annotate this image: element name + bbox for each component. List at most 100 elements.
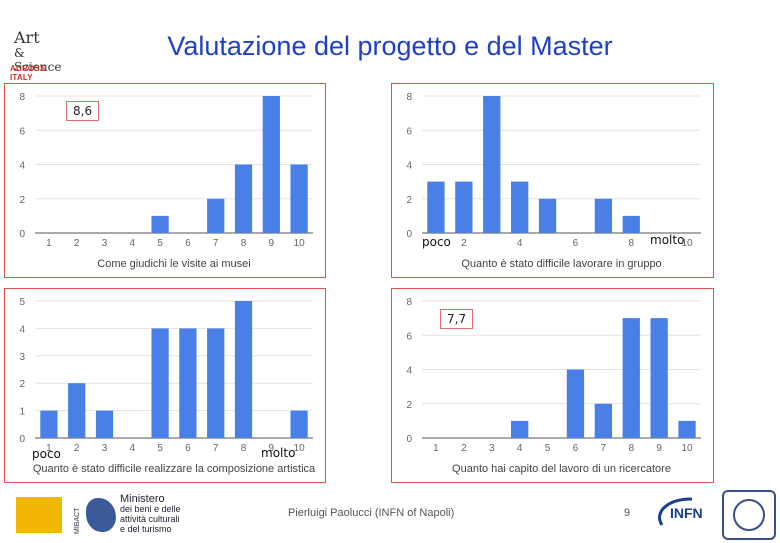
x-tick-label: 5 bbox=[157, 238, 163, 249]
x-tick-label: 10 bbox=[294, 238, 306, 249]
x-tick-label: 2 bbox=[461, 443, 467, 454]
x-tick-label: 4 bbox=[517, 238, 523, 249]
bar-8 bbox=[234, 164, 253, 233]
x-tick-label: 10 bbox=[294, 443, 306, 454]
x-tick-label: 7 bbox=[213, 443, 219, 454]
x-tick-label: 1 bbox=[433, 443, 439, 454]
bar-6 bbox=[566, 369, 585, 438]
y-tick-label: 0 bbox=[19, 229, 25, 240]
ministry-line3: attività culturali bbox=[120, 514, 180, 524]
x-tick-label: 5 bbox=[545, 443, 551, 454]
x-tick-label: 4 bbox=[517, 443, 523, 454]
scale-low-note-3: poco bbox=[32, 447, 61, 461]
bar-7 bbox=[594, 403, 612, 438]
chart-panel-museum-visits: 0 2 4 6 8 1 2 3 4 5 6 7 8 9 10 Come giudichi le visite … bbox=[4, 83, 326, 278]
average-badge-4: 7,7 bbox=[440, 309, 474, 329]
y-tick-label: 2 bbox=[19, 379, 25, 390]
x-tick-label: 1 bbox=[46, 238, 52, 249]
x-tick-label: 1 bbox=[46, 443, 52, 454]
x-axis-label: Come giudichi le visite ai musei bbox=[97, 258, 250, 270]
bar-2 bbox=[455, 181, 473, 233]
bar-chart-1: 0 2 4 6 8 1 2 3 4 5 6 7 8 9 10 Come giudichi le visite … bbox=[19, 92, 313, 270]
x-tick-label: 3 bbox=[489, 443, 495, 454]
x-tick-label: 2 bbox=[461, 238, 467, 249]
chart-panel-artistic-composition: 0 1 2 3 4 5 1 2 3 4 5 6 7 8 9 10 Quanto è stato difficil… bbox=[4, 288, 326, 483]
bar-10 bbox=[290, 410, 308, 438]
bar-7 bbox=[207, 328, 225, 438]
bar-4 bbox=[511, 181, 529, 233]
bar-2 bbox=[68, 383, 86, 438]
x-axis-label: Quanto è stato difficile lavorare in gru… bbox=[461, 258, 661, 270]
y-tick-label: 2 bbox=[406, 400, 412, 411]
x-tick-label: 9 bbox=[269, 238, 275, 249]
x-tick-label: 6 bbox=[573, 443, 579, 454]
x-tick-label: 10 bbox=[681, 238, 693, 249]
x-tick-label: 6 bbox=[185, 238, 191, 249]
scale-high-note-2: molto bbox=[650, 233, 685, 247]
x-tick-label: 5 bbox=[157, 443, 163, 454]
y-tick-label: 8 bbox=[406, 92, 412, 103]
bar-chart-4: 0 2 4 6 8 1 2 3 4 5 6 7 8 9 10 Quanto hai capito del la… bbox=[406, 297, 701, 475]
x-tick-label: 9 bbox=[269, 443, 275, 454]
y-tick-label: 0 bbox=[406, 434, 412, 445]
x-tick-label: 9 bbox=[656, 443, 662, 454]
y-tick-label: 6 bbox=[406, 331, 412, 342]
x-tick-label: 3 bbox=[102, 443, 108, 454]
x-tick-label: 7 bbox=[213, 238, 219, 249]
y-tick-label: 6 bbox=[19, 126, 25, 137]
bar-6 bbox=[179, 328, 197, 438]
cern-ring-icon bbox=[733, 499, 765, 531]
x-tick-label: 8 bbox=[628, 443, 634, 454]
bar-7 bbox=[594, 198, 612, 233]
x-axis-label: Quanto hai capito del lavoro di un ricer… bbox=[452, 463, 671, 475]
bar-8 bbox=[234, 301, 253, 438]
bar-1 bbox=[40, 410, 58, 438]
x-tick-label: 6 bbox=[185, 443, 191, 454]
bar-8 bbox=[622, 318, 640, 438]
x-tick-label: 2 bbox=[74, 238, 80, 249]
y-tick-label: 0 bbox=[406, 229, 412, 240]
average-badge-1: 8,6 bbox=[66, 101, 100, 121]
y-tick-label: 8 bbox=[19, 92, 25, 103]
page-number: 9 bbox=[624, 507, 631, 519]
logo-line3: ACROSS ITALY bbox=[10, 64, 46, 82]
italy-map-icon bbox=[86, 498, 116, 532]
bar-4 bbox=[511, 420, 529, 438]
bar-9 bbox=[650, 318, 668, 438]
x-tick-label: 8 bbox=[241, 443, 247, 454]
scale-high-note-3: molto bbox=[261, 446, 296, 460]
y-tick-label: 0 bbox=[19, 434, 25, 445]
bar-10 bbox=[290, 164, 308, 233]
x-tick-label: 4 bbox=[130, 238, 136, 249]
bar-5 bbox=[151, 215, 169, 233]
x-tick-label: 8 bbox=[628, 238, 634, 249]
year-of-cultural-heritage-logo bbox=[16, 497, 62, 533]
infn-logo: INFN bbox=[652, 495, 710, 531]
y-tick-label: 4 bbox=[406, 161, 412, 172]
x-tick-label: 8 bbox=[241, 238, 247, 249]
cern-logo bbox=[722, 490, 776, 540]
chart-panel-group-work: 0 2 4 6 8 2 4 6 8 10 Quanto è stato difficile lavo… bbox=[391, 83, 714, 278]
logo-line1: Art bbox=[14, 28, 40, 47]
y-tick-label: 4 bbox=[19, 324, 25, 335]
y-tick-label: 5 bbox=[19, 297, 25, 308]
bar-chart-3: 0 1 2 3 4 5 1 2 3 4 5 6 7 8 9 10 Quanto è stato difficil… bbox=[19, 297, 316, 475]
y-tick-label: 2 bbox=[406, 195, 412, 206]
ministry-line2: dei beni e delle bbox=[120, 504, 181, 514]
x-tick-label: 7 bbox=[601, 443, 607, 454]
bar-8 bbox=[622, 215, 640, 233]
ministry-line1: Ministero bbox=[120, 493, 165, 505]
bar-5 bbox=[538, 198, 557, 233]
art-science-logo: Art & Science ACROSS ITALY bbox=[8, 26, 70, 82]
y-tick-label: 8 bbox=[406, 297, 412, 308]
y-tick-label: 1 bbox=[19, 407, 25, 418]
bar-5 bbox=[151, 328, 169, 438]
bar-10 bbox=[678, 420, 696, 438]
ministry-vertical-text: MIBACT bbox=[74, 507, 81, 534]
x-tick-label: 3 bbox=[102, 238, 108, 249]
y-tick-label: 6 bbox=[406, 126, 412, 137]
x-tick-label: 10 bbox=[681, 443, 693, 454]
infn-label: INFN bbox=[670, 505, 703, 521]
infn-swoosh-icon bbox=[658, 497, 693, 526]
x-tick-label: 6 bbox=[573, 238, 579, 249]
